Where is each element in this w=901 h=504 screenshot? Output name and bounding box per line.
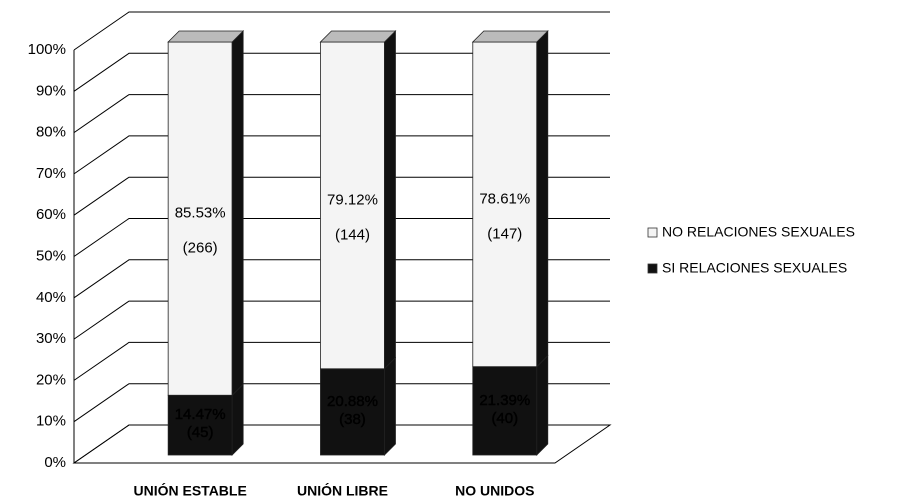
grid-line bbox=[73, 259, 610, 299]
bar-top bbox=[319, 30, 397, 43]
y-tick-label: 60% bbox=[36, 206, 66, 223]
data-label: 79.12% bbox=[327, 191, 378, 208]
grid-line bbox=[73, 424, 610, 464]
x-tick-label: NO UNIDOS bbox=[455, 483, 534, 499]
y-tick-label: 0% bbox=[44, 454, 66, 471]
legend-label: SI RELACIONES SEXUALES bbox=[662, 260, 847, 276]
data-label: 20.88% bbox=[327, 393, 378, 410]
count-label: (147) bbox=[487, 225, 522, 242]
data-label: 85.53% bbox=[175, 205, 226, 222]
bar bbox=[320, 368, 385, 456]
legend-label: NO RELACIONES SEXUALES bbox=[662, 224, 855, 240]
grid-line bbox=[73, 341, 610, 381]
y-tick-label: 40% bbox=[36, 289, 66, 306]
y-tick-label: 30% bbox=[36, 330, 66, 347]
bar bbox=[472, 366, 538, 456]
bar bbox=[320, 41, 385, 370]
data-label: 78.61% bbox=[479, 190, 530, 207]
grid-line bbox=[73, 300, 610, 340]
y-tick-label: 70% bbox=[36, 165, 66, 182]
data-label: 14.47% bbox=[175, 406, 226, 423]
grid-line bbox=[73, 52, 610, 92]
bar-side bbox=[231, 383, 244, 456]
grid-line bbox=[73, 176, 610, 216]
y-tick-label: 100% bbox=[28, 41, 66, 58]
y-tick-label: 20% bbox=[36, 371, 66, 388]
bar-top bbox=[167, 30, 245, 43]
y-tick-label: 80% bbox=[36, 124, 66, 141]
bar bbox=[167, 41, 233, 396]
y-tick-label: 90% bbox=[36, 82, 66, 99]
bar-side bbox=[384, 356, 396, 456]
bar-side bbox=[384, 30, 396, 370]
count-label: (38) bbox=[339, 411, 366, 428]
x-tick-label: UNIÓN ESTABLE bbox=[134, 482, 247, 499]
count-label: (144) bbox=[335, 226, 370, 243]
grid-line bbox=[73, 218, 610, 257]
y-tick-label: 50% bbox=[36, 247, 66, 264]
grid-line bbox=[73, 383, 610, 423]
y-tick-label: 10% bbox=[36, 413, 66, 430]
count-label: (266) bbox=[183, 240, 218, 257]
bar-side bbox=[536, 30, 549, 368]
bar bbox=[167, 394, 233, 456]
grid-line bbox=[73, 11, 610, 51]
data-label: 21.39% bbox=[479, 392, 530, 409]
grid-line bbox=[73, 135, 610, 175]
bar-side bbox=[536, 354, 549, 456]
x-tick-label: UNIÓN LIBRE bbox=[297, 482, 388, 499]
grid-line bbox=[73, 94, 610, 134]
bar-side bbox=[231, 30, 244, 397]
count-label: (45) bbox=[187, 424, 214, 441]
legend-swatch bbox=[647, 263, 658, 274]
legend-swatch bbox=[647, 227, 658, 238]
count-label: (40) bbox=[491, 410, 518, 427]
bar bbox=[472, 41, 538, 368]
bar-top bbox=[471, 30, 549, 43]
